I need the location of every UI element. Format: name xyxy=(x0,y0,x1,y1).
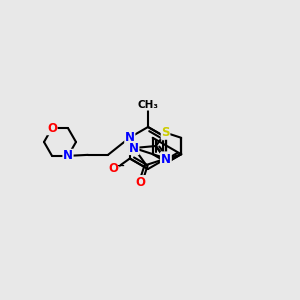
Text: CH₃: CH₃ xyxy=(137,100,158,110)
Text: N: N xyxy=(63,149,73,162)
Text: O: O xyxy=(47,122,57,135)
Text: N: N xyxy=(161,152,171,165)
Text: N: N xyxy=(129,142,139,154)
Text: N: N xyxy=(125,131,135,144)
Text: N: N xyxy=(160,153,170,166)
Text: O: O xyxy=(109,162,119,175)
Text: O: O xyxy=(136,176,146,189)
Text: S: S xyxy=(161,126,170,139)
Text: −: − xyxy=(117,160,125,170)
